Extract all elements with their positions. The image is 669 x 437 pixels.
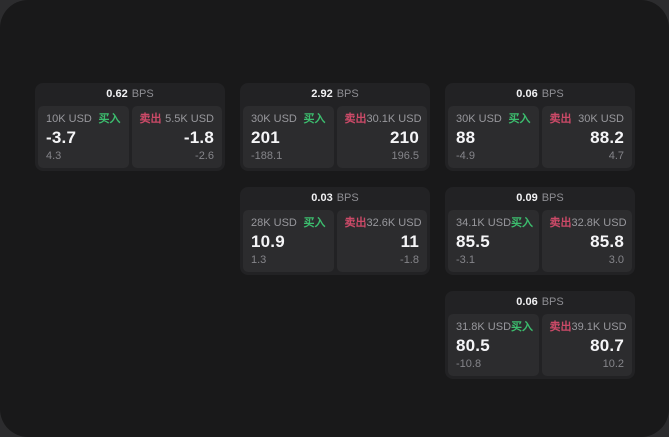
buy-amount: 30K USD — [251, 113, 297, 125]
sell-amount: 5.5K USD — [165, 113, 214, 125]
buy-panel[interactable]: 10K USD 买入 -3.7 4.3 — [38, 106, 129, 168]
quote-card: 0.09 BPS 34.1K USD 买入 85.5 -3.1 卖出 32.8K… — [445, 187, 635, 275]
buy-price: 85.5 — [456, 232, 490, 252]
buy-amount: 31.8K USD — [456, 321, 512, 333]
buy-amount: 34.1K USD — [456, 217, 512, 229]
buy-price: -3.7 — [46, 128, 77, 148]
sell-delta: -2.6 — [195, 149, 214, 162]
sell-price: 210 — [390, 128, 419, 148]
buy-price: 80.5 — [456, 336, 490, 356]
card-body: 30K USD 买入 88 -4.9 卖出 30K USD 88.2 4.7 — [445, 106, 635, 171]
bps-value: 0.06 — [516, 296, 538, 308]
buy-button[interactable]: 买入 — [511, 217, 534, 229]
buy-button[interactable]: 买入 — [508, 113, 531, 125]
bps-value: 0.06 — [516, 88, 538, 100]
card-body: 30K USD 买入 201 -188.1 卖出 30.1K USD 210 1… — [240, 106, 430, 171]
quote-card: 0.06 BPS 31.8K USD 买入 80.5 -10.8 卖出 39.1… — [445, 291, 635, 379]
sell-panel[interactable]: 卖出 39.1K USD 80.7 10.2 — [541, 314, 632, 376]
buy-amount: 30K USD — [456, 113, 502, 125]
sell-price: 85.8 — [590, 232, 624, 252]
bps-value: 0.62 — [106, 88, 128, 100]
bps-unit-label: BPS — [541, 88, 564, 100]
sell-panel[interactable]: 卖出 5.5K USD -1.8 -2.6 — [131, 106, 222, 168]
card-header: 0.06 BPS — [445, 291, 635, 314]
buy-amount: 28K USD — [251, 217, 297, 229]
card-header: 0.62 BPS — [35, 83, 225, 106]
sell-button[interactable]: 卖出 — [549, 113, 572, 125]
sell-panel[interactable]: 卖出 30K USD 88.2 4.7 — [541, 106, 632, 168]
buy-delta: -10.8 — [456, 357, 482, 370]
bps-value: 0.09 — [516, 192, 538, 204]
quote-card: 2.92 BPS 30K USD 买入 201 -188.1 卖出 30.1K … — [240, 83, 430, 171]
bps-unit-label: BPS — [131, 88, 154, 100]
bps-unit-label: BPS — [336, 88, 359, 100]
sell-price: 80.7 — [590, 336, 624, 356]
buy-button[interactable]: 买入 — [303, 217, 326, 229]
sell-delta: 10.2 — [602, 357, 624, 370]
quote-card: 0.06 BPS 30K USD 买入 88 -4.9 卖出 30K USD 8… — [445, 83, 635, 171]
card-body: 34.1K USD 买入 85.5 -3.1 卖出 32.8K USD 85.8… — [445, 210, 635, 275]
sell-price: 88.2 — [590, 128, 624, 148]
sell-button[interactable]: 卖出 — [344, 113, 367, 125]
buy-panel[interactable]: 28K USD 买入 10.9 1.3 — [243, 210, 334, 272]
sell-amount: 32.8K USD — [571, 217, 627, 229]
sell-amount: 39.1K USD — [571, 321, 627, 333]
buy-delta: -3.1 — [456, 253, 475, 266]
card-body: 10K USD 买入 -3.7 4.3 卖出 5.5K USD -1.8 -2.… — [35, 106, 225, 171]
bps-value: 2.92 — [311, 88, 333, 100]
card-body: 28K USD 买入 10.9 1.3 卖出 32.6K USD 11 -1.8 — [240, 210, 430, 275]
sell-delta: 4.7 — [608, 149, 624, 162]
sell-amount: 30.1K USD — [366, 113, 422, 125]
quote-cards-grid: 0.62 BPS 10K USD 买入 -3.7 4.3 卖出 5.5K USD… — [35, 83, 635, 379]
sell-delta: 196.5 — [391, 149, 419, 162]
sell-button[interactable]: 卖出 — [344, 217, 367, 229]
sell-amount: 32.6K USD — [366, 217, 422, 229]
buy-button[interactable]: 买入 — [303, 113, 326, 125]
card-header: 2.92 BPS — [240, 83, 430, 106]
card-header: 0.09 BPS — [445, 187, 635, 210]
card-header: 0.03 BPS — [240, 187, 430, 210]
bps-unit-label: BPS — [541, 192, 564, 204]
sell-price: -1.8 — [183, 128, 214, 148]
buy-panel[interactable]: 34.1K USD 买入 85.5 -3.1 — [448, 210, 539, 272]
sell-price: 11 — [400, 232, 419, 252]
buy-panel[interactable]: 30K USD 买入 88 -4.9 — [448, 106, 539, 168]
quote-card: 0.03 BPS 28K USD 买入 10.9 1.3 卖出 32.6K US… — [240, 187, 430, 275]
sell-button[interactable]: 卖出 — [549, 321, 572, 333]
buy-price: 201 — [251, 128, 280, 148]
sell-amount: 30K USD — [578, 113, 624, 125]
buy-panel[interactable]: 30K USD 买入 201 -188.1 — [243, 106, 334, 168]
sell-panel[interactable]: 卖出 32.8K USD 85.8 3.0 — [541, 210, 632, 272]
buy-button[interactable]: 买入 — [511, 321, 534, 333]
sell-button[interactable]: 卖出 — [549, 217, 572, 229]
sell-panel[interactable]: 卖出 30.1K USD 210 196.5 — [336, 106, 427, 168]
buy-button[interactable]: 买入 — [98, 113, 121, 125]
card-header: 0.06 BPS — [445, 83, 635, 106]
buy-delta: 4.3 — [46, 149, 62, 162]
buy-price: 10.9 — [251, 232, 285, 252]
bps-value: 0.03 — [311, 192, 333, 204]
sell-panel[interactable]: 卖出 32.6K USD 11 -1.8 — [336, 210, 427, 272]
buy-delta: -188.1 — [251, 149, 283, 162]
buy-panel[interactable]: 31.8K USD 买入 80.5 -10.8 — [448, 314, 539, 376]
buy-price: 88 — [456, 128, 476, 148]
bps-unit-label: BPS — [336, 192, 359, 204]
sell-button[interactable]: 卖出 — [139, 113, 162, 125]
sell-delta: 3.0 — [608, 253, 624, 266]
buy-delta: 1.3 — [251, 253, 267, 266]
buy-delta: -4.9 — [456, 149, 475, 162]
buy-amount: 10K USD — [46, 113, 92, 125]
card-body: 31.8K USD 买入 80.5 -10.8 卖出 39.1K USD 80.… — [445, 314, 635, 379]
quote-card: 0.62 BPS 10K USD 买入 -3.7 4.3 卖出 5.5K USD… — [35, 83, 225, 171]
sell-delta: -1.8 — [400, 253, 419, 266]
bps-unit-label: BPS — [541, 296, 564, 308]
